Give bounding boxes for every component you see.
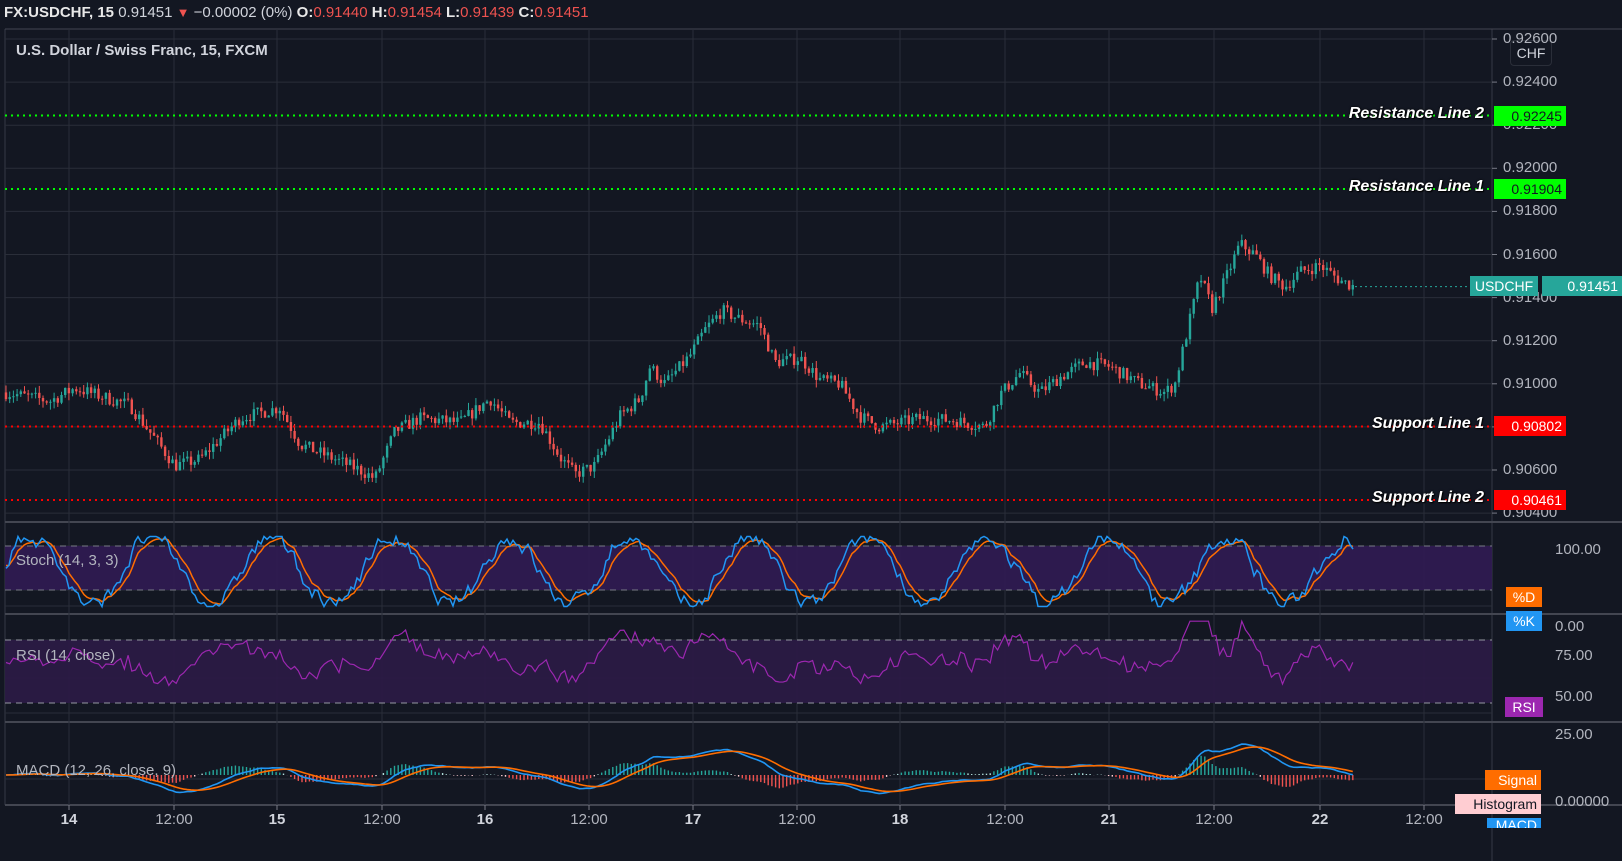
time-tick: 12:00 bbox=[1405, 811, 1443, 828]
symbol-label: FX:USDCHF, 15 bbox=[4, 4, 115, 21]
time-tick: 12:00 bbox=[778, 811, 816, 828]
price-tick: 0.91800 bbox=[1503, 202, 1558, 220]
rsi-legend: RSI bbox=[1505, 697, 1543, 717]
close-label: C: bbox=[518, 4, 535, 21]
open-label: O: bbox=[296, 4, 314, 21]
time-tick: 21 bbox=[1100, 811, 1118, 828]
high-label: H: bbox=[371, 4, 388, 21]
time-tick: 12:00 bbox=[155, 811, 193, 828]
time-tick: 15 bbox=[268, 811, 286, 828]
level-label-3: Support Line 2 bbox=[1372, 488, 1484, 506]
price-change: −0.00002 (0%) bbox=[193, 4, 293, 21]
macd-signal-legend: Signal bbox=[1485, 770, 1541, 790]
current-price-symbol-tag: USDCHF bbox=[1470, 276, 1538, 296]
macd-histogram-legend: Histogram bbox=[1455, 794, 1541, 814]
level-price-tag-1: 0.91904 bbox=[1494, 178, 1566, 199]
down-arrow-icon: ▼ bbox=[176, 5, 190, 20]
stoch-title: Stoch (14, 3, 3) bbox=[16, 552, 119, 569]
price-tick: 0.91000 bbox=[1503, 374, 1558, 392]
symbol-header: FX:USDCHF, 15 0.91451 ▼ −0.00002 (0%) O:… bbox=[0, 0, 1622, 28]
time-tick: 18 bbox=[891, 811, 909, 828]
price-tick: 0.92600 bbox=[1503, 30, 1558, 47]
time-tick: 12:00 bbox=[1195, 811, 1233, 828]
rsi-tick-50: 50.00 bbox=[1555, 688, 1593, 705]
price-tick: 0.90600 bbox=[1503, 461, 1558, 478]
time-tick: 17 bbox=[684, 811, 702, 828]
low-value: 0.91439 bbox=[460, 4, 515, 21]
last-price: 0.91451 bbox=[118, 4, 173, 21]
macd-tick-0: 0.00000 bbox=[1555, 793, 1610, 810]
open-value: 0.91440 bbox=[313, 4, 368, 21]
level-price-tag-0: 0.92245 bbox=[1494, 105, 1566, 126]
currency-button[interactable]: CHF bbox=[1510, 40, 1552, 66]
stoch-d-legend: %D bbox=[1506, 587, 1542, 607]
high-value: 0.91454 bbox=[387, 4, 442, 21]
time-tick: 12:00 bbox=[363, 811, 401, 828]
time-tick: 12:00 bbox=[986, 811, 1024, 828]
rsi-tick-75: 75.00 bbox=[1555, 647, 1593, 664]
price-tick: 0.92000 bbox=[1503, 159, 1558, 177]
low-label: L: bbox=[445, 4, 461, 21]
level-price-tag-3: 0.90461 bbox=[1494, 489, 1566, 510]
stoch-tick-100: 100.00 bbox=[1555, 541, 1601, 558]
time-tick: 16 bbox=[476, 811, 494, 828]
level-label-0: Resistance Line 2 bbox=[1348, 104, 1484, 122]
current-price-tag: 0.91451 bbox=[1542, 276, 1622, 296]
rsi-tick-25: 25.00 bbox=[1555, 726, 1593, 743]
stoch-tick-0: 0.00 bbox=[1555, 618, 1585, 635]
time-tick: 14 bbox=[60, 811, 78, 828]
level-label-1: Resistance Line 1 bbox=[1348, 177, 1484, 195]
price-tick: 0.91200 bbox=[1503, 331, 1558, 349]
macd-legend: MACD bbox=[1487, 818, 1541, 828]
stoch-k-legend: %K bbox=[1506, 611, 1542, 631]
close-value: 0.91451 bbox=[534, 4, 589, 21]
macd-title: MACD (12, 26, close, 9) bbox=[16, 762, 177, 779]
chart-title: U.S. Dollar / Swiss Franc, 15, FXCM bbox=[16, 42, 268, 59]
time-tick: 22 bbox=[1311, 811, 1329, 828]
price-tick: 0.91600 bbox=[1503, 245, 1558, 263]
rsi-title: RSI (14, close) bbox=[16, 647, 116, 664]
level-label-2: Support Line 1 bbox=[1372, 415, 1484, 433]
level-price-tag-2: 0.90802 bbox=[1494, 416, 1566, 437]
time-tick: 12:00 bbox=[570, 811, 608, 828]
price-tick: 0.92400 bbox=[1503, 73, 1558, 91]
